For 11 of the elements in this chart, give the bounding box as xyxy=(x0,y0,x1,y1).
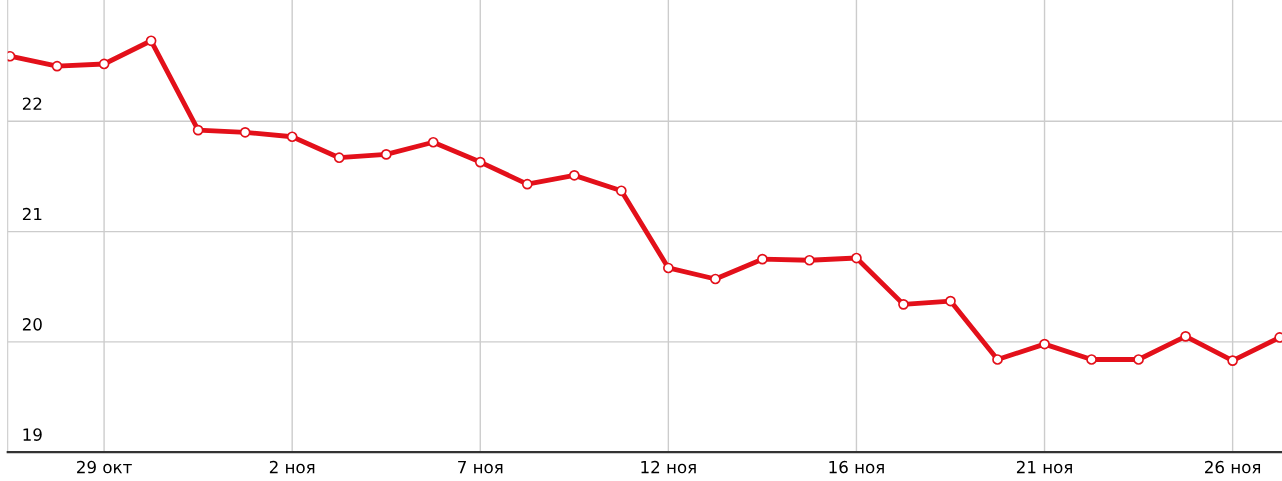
y-tick-label: 21 xyxy=(22,207,42,221)
x-tick-label: 29 окт xyxy=(77,460,132,474)
x-tick-label: 7 ноя xyxy=(458,460,503,474)
x-tick-label: 2 ноя xyxy=(269,460,315,474)
x-tick-label: 21 ноя xyxy=(1016,460,1072,474)
x-tick-label: 12 ноя xyxy=(641,460,696,474)
y-tick-label: 22 xyxy=(22,97,42,110)
y-tick-label: 20 xyxy=(22,318,42,331)
x-tick-label: 16 ноя xyxy=(829,460,884,474)
x-tick-label: 26 ноя xyxy=(1205,460,1261,474)
y-tick-label: 19 xyxy=(23,428,42,441)
